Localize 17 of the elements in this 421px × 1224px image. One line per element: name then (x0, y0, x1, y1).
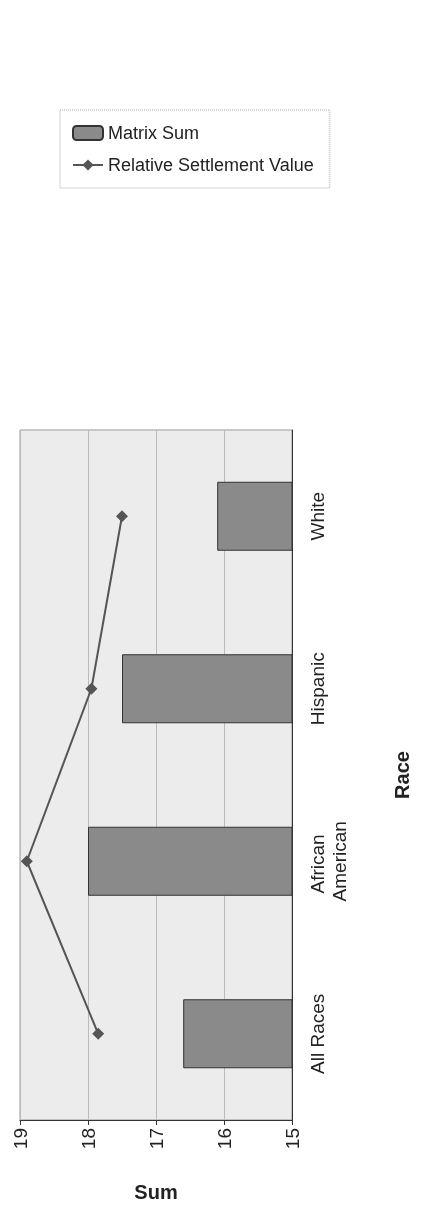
x-tick-label: 19 (9, 1128, 31, 1150)
point (20, 855, 33, 868)
y-tick-label: Hispanic (306, 652, 328, 726)
x-axis-title: Sum (134, 1181, 178, 1203)
point (92, 1027, 105, 1040)
point (116, 510, 128, 523)
y-tick-label: African American (306, 821, 350, 902)
y-tick-label: White (306, 491, 328, 541)
legend-label: Matrix Sum (108, 123, 200, 143)
point (85, 682, 98, 695)
y-axis-title: Race (391, 751, 413, 799)
x-tick-label: 16 (213, 1128, 235, 1150)
x-tick-label: 17 (145, 1128, 167, 1150)
x-tick-label: 18 (77, 1128, 99, 1150)
x-tick-label: 15 (281, 1128, 303, 1150)
y-tick-label: All Races (306, 993, 328, 1074)
legend-label: Relative Settlement Value (108, 155, 314, 175)
